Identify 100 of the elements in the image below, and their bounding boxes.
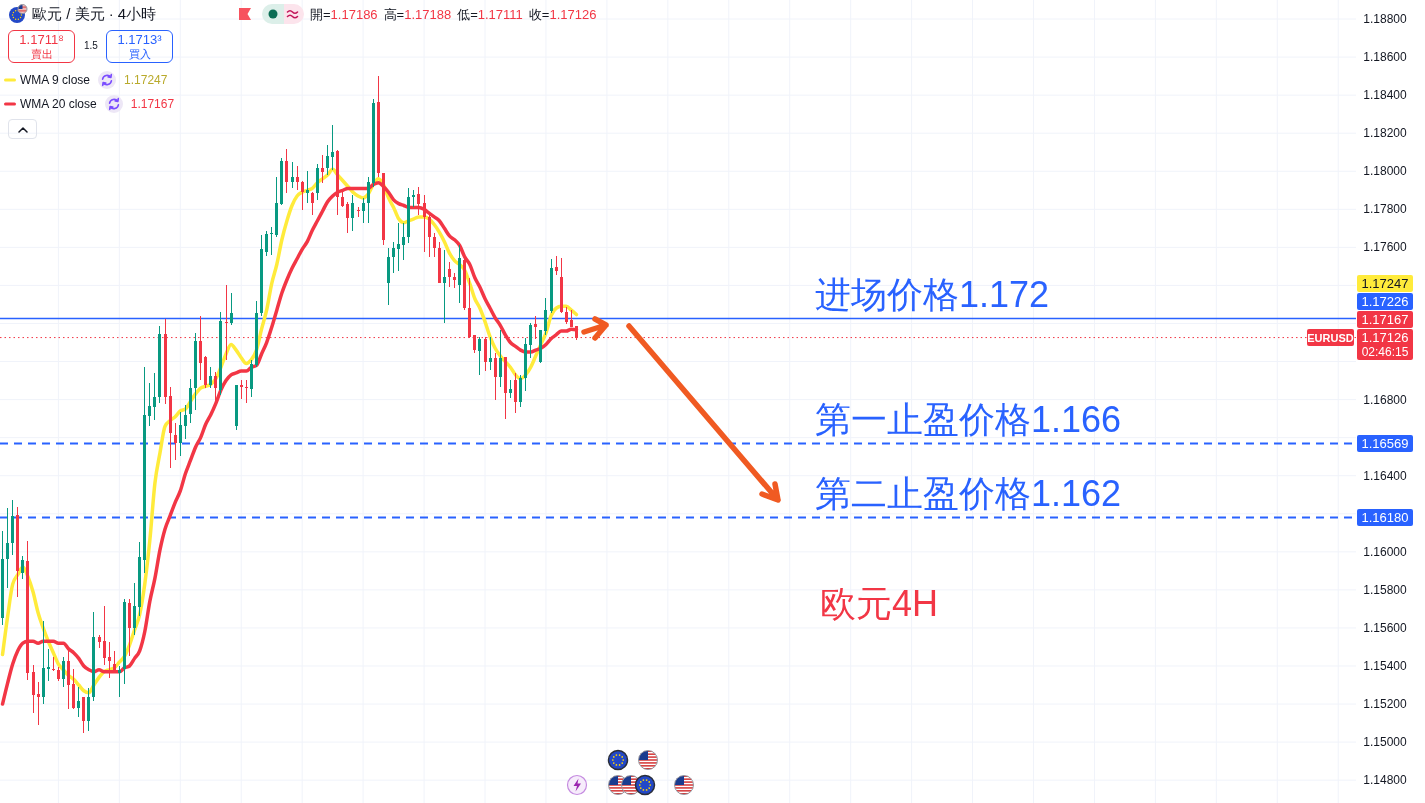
legend-label: WMA 20 close bbox=[20, 97, 97, 111]
candlestick bbox=[397, 222, 400, 272]
y-tick-label: 1.15800 bbox=[1363, 582, 1408, 597]
candlestick bbox=[148, 382, 151, 427]
candlestick bbox=[326, 144, 329, 176]
candlestick bbox=[428, 212, 431, 258]
y-tick-label: 1.18400 bbox=[1363, 88, 1408, 103]
y-tick-label: 1.16000 bbox=[1363, 544, 1408, 559]
annotation: 1.1713³ bbox=[117, 31, 162, 47]
chart-title: 歐元 / 美元 · 4小時 bbox=[32, 4, 157, 24]
candlestick bbox=[174, 422, 177, 461]
y-tick-label: 1.16800 bbox=[1363, 392, 1408, 407]
candlestick bbox=[6, 507, 9, 589]
candlestick bbox=[514, 372, 517, 414]
annotation: 进场价格1.172 bbox=[815, 273, 1050, 315]
candlestick bbox=[321, 154, 324, 184]
candlestick bbox=[351, 194, 354, 232]
candlestick bbox=[245, 379, 248, 404]
candlestick bbox=[301, 180, 304, 211]
candlestick bbox=[285, 148, 288, 194]
candlestick bbox=[230, 292, 233, 326]
annotation: 欧元4H bbox=[820, 583, 939, 624]
candlestick bbox=[417, 186, 420, 216]
y-tick-label: 1.18200 bbox=[1363, 126, 1408, 141]
candlestick bbox=[489, 336, 492, 371]
candlestick bbox=[72, 668, 75, 710]
y-tick-label: 1.18000 bbox=[1363, 164, 1408, 179]
candlestick bbox=[133, 582, 136, 636]
candlestick bbox=[118, 665, 121, 698]
annotation: 買入 bbox=[128, 46, 151, 61]
candlestick bbox=[296, 165, 299, 191]
candlestick bbox=[240, 379, 243, 400]
y-tick-label: 1.15200 bbox=[1363, 697, 1408, 712]
ref-line-label: 1.16180 bbox=[1361, 510, 1409, 526]
y-tick-label: 1.18800 bbox=[1363, 12, 1408, 27]
candlestick bbox=[270, 226, 273, 256]
annotation: 收=1.17126 bbox=[528, 7, 597, 22]
candlestick bbox=[346, 201, 349, 234]
y-tick-label: 1.15400 bbox=[1363, 659, 1408, 673]
ref-line-label: 1.16569 bbox=[1361, 436, 1409, 452]
annotation: 第一止盈价格1.166 bbox=[815, 398, 1122, 440]
y-tick-label: 1.18600 bbox=[1363, 50, 1408, 65]
candlestick bbox=[209, 366, 212, 389]
candlestick bbox=[47, 648, 50, 682]
candlestick bbox=[306, 170, 309, 204]
candlestick bbox=[494, 352, 497, 401]
candlestick bbox=[291, 161, 294, 189]
candlestick bbox=[52, 656, 55, 672]
candlestick bbox=[214, 371, 217, 402]
candlestick bbox=[103, 605, 106, 666]
symbol-tag: EURUSD bbox=[1307, 329, 1354, 347]
candlestick bbox=[544, 297, 547, 336]
candlestick bbox=[265, 230, 268, 257]
candlestick bbox=[529, 322, 532, 359]
annotation: 第二止盈价格1.162 bbox=[815, 472, 1122, 514]
candlestick bbox=[153, 372, 156, 421]
price-tag: 1.16180 bbox=[1357, 509, 1413, 527]
annotation: 高=1.17188 bbox=[383, 7, 452, 22]
candlestick bbox=[499, 329, 502, 388]
annotation: 1.1711⁸ bbox=[19, 31, 64, 47]
candlestick bbox=[362, 197, 365, 224]
candlestick bbox=[433, 232, 436, 258]
candlestick bbox=[357, 206, 360, 218]
candlestick bbox=[555, 255, 558, 276]
y-tick-label: 1.15000 bbox=[1363, 735, 1408, 750]
candlestick bbox=[179, 411, 182, 457]
y-tick-label: 1.15600 bbox=[1363, 620, 1408, 635]
price-tag: 1.17226 bbox=[1357, 293, 1413, 311]
candlestick bbox=[331, 124, 334, 171]
legend-label: WMA 9 close bbox=[20, 73, 91, 87]
buy-button: 1.1713³ 買入 bbox=[106, 30, 173, 63]
ref-line-label: 1.17226 bbox=[1361, 294, 1409, 310]
candlestick bbox=[184, 404, 187, 440]
candlestick bbox=[367, 176, 370, 224]
candlestick bbox=[509, 379, 512, 399]
candlestick bbox=[392, 241, 395, 274]
annotation: 低=1.17111 bbox=[457, 7, 523, 22]
candlestick bbox=[108, 641, 111, 679]
ref-line-label: 1.17126 bbox=[1361, 330, 1409, 346]
annotation: 1.5 bbox=[84, 40, 98, 51]
candlestick bbox=[77, 686, 80, 718]
candlestick bbox=[62, 656, 65, 688]
annotation: 賣出 bbox=[30, 46, 53, 61]
candlestick bbox=[478, 336, 481, 376]
candlestick bbox=[113, 650, 116, 672]
price-tag: 1.17126 02:46:15 bbox=[1357, 329, 1413, 361]
annotation: 開=1.17186 bbox=[310, 7, 378, 22]
candlestick bbox=[32, 664, 35, 714]
candlestick bbox=[37, 681, 40, 726]
candlestick bbox=[402, 222, 405, 261]
y-tick-label: 1.17600 bbox=[1363, 240, 1408, 255]
price-tag: 1.17167 bbox=[1357, 311, 1413, 329]
y-tick-label: 1.17800 bbox=[1363, 202, 1408, 217]
annotation: 1.17167 bbox=[130, 97, 175, 111]
candlestick bbox=[519, 374, 522, 408]
price-tag: 1.16569 bbox=[1357, 435, 1413, 453]
y-tick-label: 1.16400 bbox=[1363, 468, 1408, 483]
candlestick bbox=[423, 194, 426, 253]
candlestick bbox=[311, 191, 314, 216]
candlestick bbox=[443, 249, 446, 324]
